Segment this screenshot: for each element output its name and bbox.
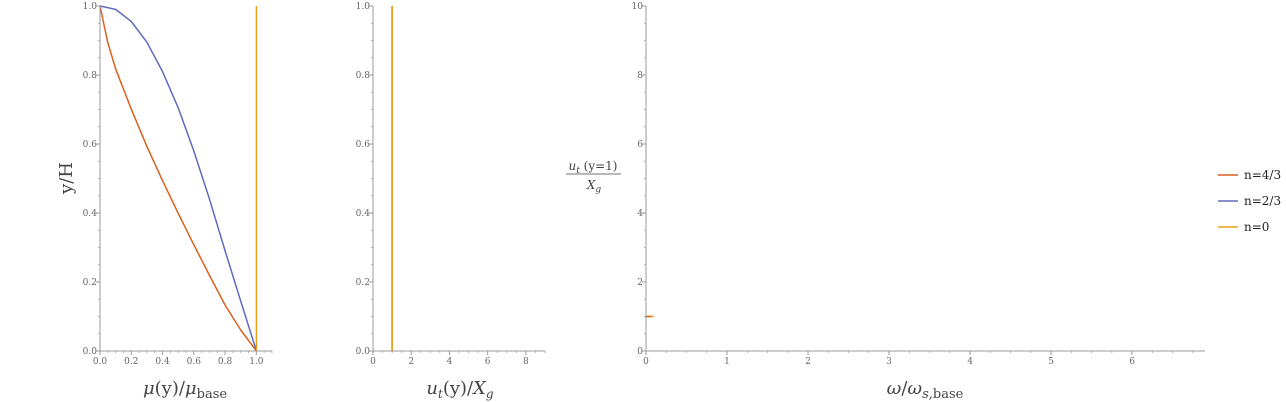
x-tick-label: 0: [643, 357, 649, 367]
y-tick-label: 0.2: [356, 278, 370, 288]
y-tick-label: 6: [637, 140, 643, 150]
panel-1-axes: 0 2 4 6 8 0.0 0.2 0.4 0.6 0.8 1.0: [356, 2, 546, 367]
svg-text:Xg: Xg: [586, 178, 602, 195]
panel-2-ylabel: ut (y=1) Xg: [566, 159, 621, 195]
x-tick-label: 0.0: [93, 357, 108, 367]
y-tick-label: 1.0: [83, 2, 98, 12]
panel-0-series: [99, 5, 258, 352]
panel-velocity-profile: 0 2 4 6 8 0.0 0.2 0.4 0.6 0.8 1.0 ut(y)/Xg: [356, 2, 546, 401]
legend-label: n=4/3: [1244, 168, 1281, 182]
legend-label: n=2/3: [1244, 194, 1281, 208]
panel-frequency-response: 0 1 2 3 4 5 6 0 2 4 6 8 10 ω/ωs,base ut (y=1) Xg: [566, 2, 1205, 402]
panel-0-xlabel: μ(y)/μbase: [143, 378, 227, 402]
panel-viscosity-profile: 0.0 0.2 0.4 0.6 0.8 1.0 0.0 0.2 0.4 0.6 0.8 1.0 μ(y…: [56, 2, 273, 402]
series-line-n-2-3: [99, 5, 258, 352]
y-tick-label: 4: [637, 209, 643, 219]
x-tick-label: 6: [1129, 357, 1135, 367]
x-tick-label: 0.8: [218, 357, 233, 367]
y-tick-label: 2: [637, 278, 643, 288]
y-tick-label: 0.2: [83, 278, 97, 288]
y-tick-label: 0: [637, 347, 643, 357]
y-tick-label: 0.6: [356, 140, 371, 150]
y-tick-label: 0.0: [83, 347, 98, 357]
legend: n=4/3 n=2/3 n=0: [1218, 168, 1281, 234]
x-tick-label: 1: [724, 357, 730, 367]
x-tick-label: 6: [485, 357, 491, 367]
y-tick-label: 0.8: [83, 71, 98, 81]
panel-0-ylabel: y/H: [56, 162, 77, 195]
x-tick-label: 3: [886, 357, 892, 367]
y-tick-label: 1.0: [356, 2, 371, 12]
x-tick-label: 0.2: [124, 357, 138, 367]
y-tick-label: 0.8: [356, 71, 371, 81]
x-tick-label: 2: [408, 357, 414, 367]
x-tick-label: 0: [370, 357, 376, 367]
x-tick-label: 1.0: [249, 357, 264, 367]
x-tick-label: 5: [1048, 357, 1054, 367]
x-tick-label: 4: [967, 357, 973, 367]
x-tick-label: 4: [447, 357, 453, 367]
series-line-n-4-3: [99, 5, 258, 352]
legend-label: n=0: [1244, 220, 1269, 234]
panel-0-axes: 0.0 0.2 0.4 0.6 0.8 1.0 0.0 0.2 0.4 0.6 0.8 1.0: [83, 2, 273, 367]
panel-2-axes: 0 1 2 3 4 5 6 0 2 4 6 8 10: [632, 2, 1205, 367]
y-tick-label: 10: [632, 2, 644, 12]
panel-1-xlabel: ut(y)/Xg: [426, 378, 494, 401]
panel-2-xlabel: ω/ωs,base: [887, 378, 964, 402]
y-tick-label: 0.0: [356, 347, 371, 357]
y-tick-label: 0.4: [356, 209, 371, 219]
y-tick-label: 8: [637, 71, 643, 81]
x-tick-label: 2: [805, 357, 811, 367]
svg-text:ut (y=1): ut (y=1): [568, 159, 617, 176]
x-tick-label: 0.6: [187, 357, 202, 367]
x-tick-label: 8: [523, 357, 529, 367]
y-tick-label: 0.4: [83, 209, 98, 219]
x-tick-label: 0.4: [155, 357, 170, 367]
y-tick-label: 0.6: [83, 140, 98, 150]
